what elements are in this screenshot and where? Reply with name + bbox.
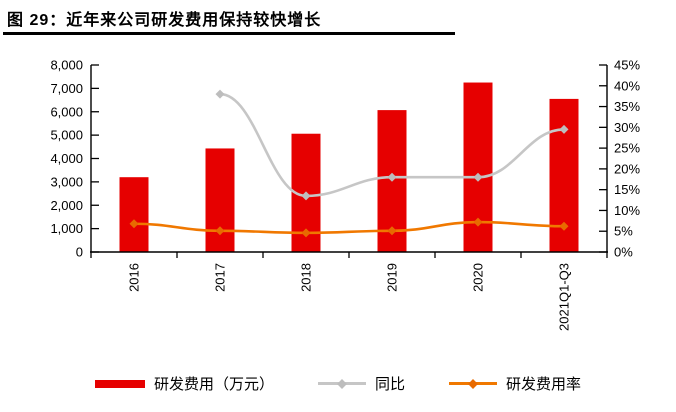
x-axis-label-2017: 2017 (213, 263, 228, 292)
diamond-marker-icon (301, 191, 311, 201)
diamond-marker-icon (215, 226, 225, 236)
right-axis-tick-label: 30% (614, 120, 640, 135)
diamond-marker-icon (473, 172, 483, 182)
right-axis-tick-label: 25% (614, 141, 640, 156)
left-axis-tick-label: 5,000 (50, 128, 83, 143)
right-axis-tick-label: 10% (614, 203, 640, 218)
diamond-marker-icon (215, 89, 225, 99)
left-axis-tick-label: 6,000 (50, 104, 83, 119)
line-swatch-yoy (317, 378, 366, 389)
line-swatch-rd-ratio (449, 378, 497, 389)
legend-label-yoy: 同比 (374, 376, 405, 393)
title-underline (3, 32, 455, 35)
right-axis-tick-label: 40% (614, 78, 640, 93)
diamond-marker-icon (129, 219, 139, 229)
right-axis-tick-label: 45% (614, 58, 640, 73)
diamond-marker-icon (468, 378, 478, 389)
left-axis-tick-label: 2,000 (50, 198, 83, 213)
left-axis-tick-label: 7,000 (50, 81, 83, 96)
diamond-marker-icon (301, 228, 311, 238)
x-axis-label-2019: 2019 (385, 263, 400, 292)
bar-swatch (94, 379, 145, 388)
right-axis-tick-label: 35% (614, 99, 640, 114)
left-axis-tick-label: 3,000 (50, 174, 83, 189)
legend-item-rd-ratio: 研发费用率 (449, 373, 581, 394)
right-axis-tick-label: 0% (614, 245, 633, 260)
right-axis-tick-label: 15% (614, 182, 640, 197)
diamond-marker-icon (559, 221, 569, 231)
x-axis-label-2021Q1-Q3: 2021Q1-Q3 (557, 263, 572, 331)
figure-title: 图 29：近年来公司研发费用保持较快增长 (7, 12, 322, 29)
bar-2016 (119, 177, 149, 252)
x-axis-label-2016: 2016 (127, 263, 142, 292)
diamond-marker-icon (337, 378, 347, 389)
legend-item-rd-expense: 研发费用（万元） (94, 373, 274, 394)
right-axis-tick-label: 5% (614, 224, 633, 239)
chart-legend: 研发费用（万元） 同比 研发费用率 (0, 373, 676, 394)
legend-item-yoy: 同比 (317, 373, 405, 394)
bar-2017 (205, 148, 235, 252)
left-axis-tick-label: 0 (76, 245, 83, 260)
diamond-marker-icon (473, 217, 483, 227)
diamond-marker-icon (559, 124, 569, 134)
x-axis-label-2018: 2018 (299, 263, 314, 292)
diamond-marker-icon (387, 172, 397, 182)
legend-label-rd-expense: 研发费用（万元） (153, 376, 274, 393)
line-rd-ratio (133, 220, 565, 235)
left-axis-tick-label: 4,000 (50, 151, 83, 166)
x-axis-label-2020: 2020 (471, 263, 486, 292)
legend-label-rd-ratio: 研发费用率 (506, 376, 582, 393)
right-axis-tick-label: 20% (614, 161, 640, 176)
diamond-marker-icon (387, 226, 397, 236)
left-axis-tick-label: 8,000 (50, 58, 83, 73)
left-axis-tick-label: 1,000 (50, 221, 83, 236)
